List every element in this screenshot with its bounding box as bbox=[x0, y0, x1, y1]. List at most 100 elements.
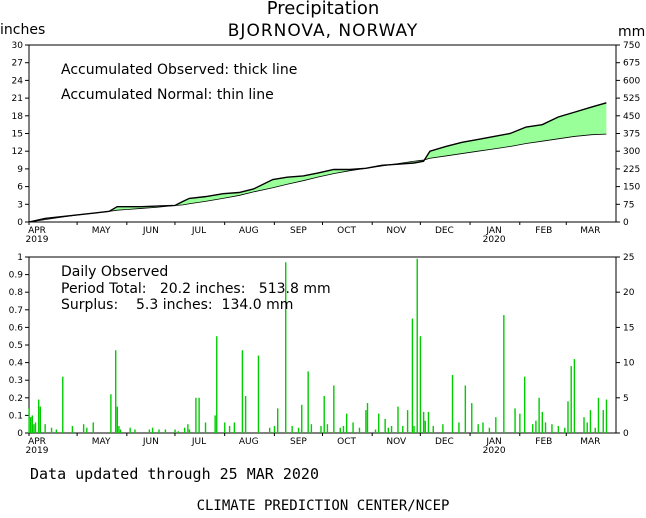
daily-bar bbox=[214, 415, 216, 433]
daily-bar bbox=[422, 411, 425, 433]
y2-tick-label: 750 bbox=[623, 41, 640, 51]
daily-bar bbox=[442, 424, 444, 433]
y-tick-label: 0.7 bbox=[9, 306, 23, 316]
accumulated-panel: 0369121518212427300751502253003754505256… bbox=[12, 41, 641, 245]
daily-bar bbox=[419, 336, 422, 433]
daily-bar bbox=[177, 431, 179, 433]
daily-bar bbox=[71, 425, 74, 433]
legend-observed: Accumulated Observed: thick line bbox=[61, 62, 298, 78]
y-tick-label: 0.2 bbox=[9, 394, 23, 404]
y2-tick-label: 15 bbox=[623, 323, 634, 333]
daily-bar bbox=[183, 427, 186, 433]
daily-bar bbox=[605, 399, 608, 433]
daily-bar bbox=[50, 427, 53, 433]
y-tick-label: 21 bbox=[12, 94, 23, 104]
x-tick-label: JUL bbox=[191, 437, 206, 447]
left-unit-label: inches bbox=[0, 22, 46, 38]
y-tick-label: 18 bbox=[12, 112, 24, 122]
x-tick-label: SEP bbox=[290, 437, 307, 447]
daily-bar bbox=[551, 424, 553, 433]
y2-tick-label: 25 bbox=[623, 253, 634, 263]
y2-tick-label: 5 bbox=[623, 394, 629, 404]
daily-bar bbox=[424, 420, 426, 433]
y-tick-label: 0.3 bbox=[9, 376, 23, 386]
daily-bar bbox=[224, 422, 226, 433]
daily-bar bbox=[544, 422, 547, 433]
daily-bar bbox=[31, 415, 34, 433]
daily-bar bbox=[458, 422, 460, 433]
x-tick-label: MAR bbox=[580, 226, 600, 236]
y-tick-label: 6 bbox=[17, 183, 23, 193]
source-credit: CLIMATE PREDICTION CENTER/NCEP bbox=[196, 498, 450, 514]
daily-bar bbox=[110, 394, 112, 433]
daily-bar bbox=[532, 424, 534, 433]
observed-line bbox=[28, 102, 607, 223]
y2-tick-label: 675 bbox=[623, 59, 640, 69]
y2-tick-label: 0 bbox=[623, 218, 629, 228]
y2-tick-label: 150 bbox=[623, 183, 640, 193]
y-tick-label: 30 bbox=[12, 41, 24, 51]
daily-bar bbox=[573, 359, 576, 433]
daily-bar bbox=[570, 366, 572, 433]
y-tick-label: 0.1 bbox=[9, 411, 23, 421]
daily-bar bbox=[345, 413, 348, 433]
daily-bar bbox=[366, 403, 369, 433]
daily-bar bbox=[82, 424, 85, 433]
daily-bar bbox=[451, 374, 454, 433]
daily-bar bbox=[268, 427, 271, 433]
daily-bar bbox=[567, 401, 569, 433]
y2-tick-label: 450 bbox=[623, 112, 640, 122]
daily-bar bbox=[503, 315, 505, 433]
daily-bar bbox=[257, 355, 260, 433]
daily-bar bbox=[365, 410, 367, 433]
x-tick-label: APR bbox=[28, 226, 46, 236]
daily-bar bbox=[187, 424, 189, 433]
daily-bar bbox=[538, 397, 540, 433]
daily-bar bbox=[333, 385, 335, 433]
daily-bar bbox=[204, 422, 207, 433]
chart-title: Precipitation bbox=[266, 0, 380, 19]
daily-bar bbox=[297, 427, 300, 433]
daily-bar bbox=[115, 350, 117, 433]
daily-bar bbox=[342, 425, 345, 433]
daily-bar bbox=[285, 262, 287, 433]
daily-bar bbox=[273, 425, 276, 433]
daily-bar bbox=[602, 410, 604, 433]
daily-bar bbox=[116, 406, 119, 433]
daily-bar bbox=[352, 422, 354, 433]
daily-bar bbox=[406, 410, 409, 433]
x-year-label: 2019 bbox=[26, 235, 49, 245]
daily-bar bbox=[594, 427, 596, 433]
daily-bar bbox=[523, 376, 526, 433]
daily-bar bbox=[86, 427, 88, 433]
daily-bar bbox=[378, 413, 380, 433]
y-tick-label: 3 bbox=[17, 200, 23, 210]
x-tick-label: NOV bbox=[386, 437, 407, 447]
y2-tick-label: 300 bbox=[623, 147, 640, 157]
daily-bar bbox=[233, 422, 236, 433]
daily-bar bbox=[320, 425, 322, 433]
daily-bar bbox=[323, 396, 325, 433]
right-unit-label: mm bbox=[618, 24, 646, 40]
y2-tick-label: 375 bbox=[623, 130, 640, 140]
y-tick-label: 0.9 bbox=[9, 271, 24, 281]
y-tick-label: 24 bbox=[12, 76, 24, 86]
daily-bar bbox=[216, 336, 218, 433]
daily-bar bbox=[92, 422, 94, 433]
daily-bar bbox=[244, 396, 247, 433]
daily-bar bbox=[55, 429, 58, 433]
y2-tick-label: 0 bbox=[623, 429, 629, 439]
daily-bar bbox=[195, 397, 197, 433]
daily-bar bbox=[358, 427, 361, 433]
daily-bar bbox=[427, 411, 430, 433]
x-tick-label: MAY bbox=[92, 437, 111, 447]
y-tick-label: 0 bbox=[17, 429, 23, 439]
update-note: Data updated through 25 MAR 2020 bbox=[30, 465, 319, 483]
x-tick-label: OCT bbox=[337, 437, 356, 447]
daily-bar bbox=[310, 424, 313, 433]
daily-bar bbox=[482, 422, 484, 433]
daily-bar bbox=[151, 427, 154, 433]
daily-bar bbox=[557, 425, 560, 433]
x-tick-label: JAN bbox=[485, 226, 501, 236]
